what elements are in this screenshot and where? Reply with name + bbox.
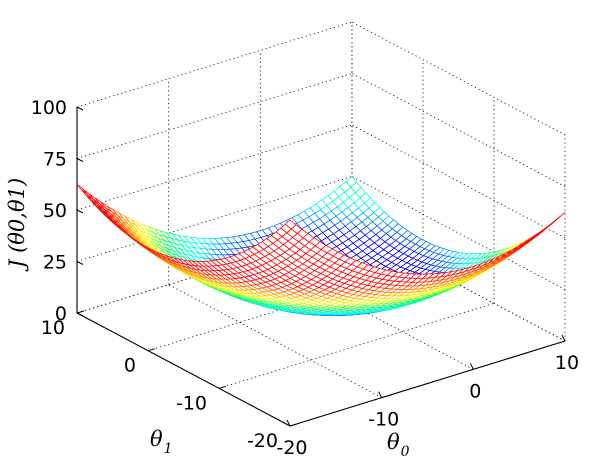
z-tick-label: 75 <box>43 149 67 171</box>
z-tick-label: 0 <box>55 303 67 325</box>
y-tick-label: -10 <box>176 392 207 414</box>
z-tick-mark <box>76 158 84 162</box>
grid-line <box>76 124 353 211</box>
x-tick-label: 0 <box>469 380 481 402</box>
z-axis-title: J (θ0,θ1) <box>5 178 29 272</box>
y-axis-line <box>76 312 291 427</box>
z-tick-label: 25 <box>43 252 67 274</box>
x-tick-label: 10 <box>555 352 579 374</box>
grid-line <box>76 176 353 262</box>
y-tick-mark <box>289 423 298 427</box>
y-tick-label: -20 <box>247 430 278 452</box>
y-tick-label: 10 <box>41 317 65 339</box>
x-tick-label: -10 <box>368 409 399 431</box>
y-axis-title: θ1 <box>150 427 173 457</box>
x-axis-title: θ0 <box>387 430 410 460</box>
z-tick-mark <box>76 106 84 111</box>
x-tick-mark <box>286 419 291 427</box>
x-tick-mark <box>378 391 383 398</box>
z-tick-label: 50 <box>43 200 67 222</box>
y-tick-label: 0 <box>124 355 136 377</box>
surface-cell <box>284 219 297 230</box>
grid-line <box>351 21 566 136</box>
grid-line <box>76 73 353 159</box>
z-tick-mark <box>76 261 84 265</box>
surface-mesh <box>76 176 566 316</box>
grid-line <box>351 73 566 187</box>
x-axis-line <box>289 340 566 427</box>
z-tick-mark <box>76 312 84 317</box>
y-tick-mark <box>147 348 156 352</box>
grid-line <box>218 302 495 389</box>
x-tick-mark <box>561 334 566 342</box>
z-tick-mark <box>76 209 84 214</box>
y-tick-mark <box>76 310 85 314</box>
x-tick-mark <box>469 363 474 370</box>
axis-labels: θ0 θ1 J (θ0,θ1) <box>5 178 410 460</box>
z-tick-label: 100 <box>31 97 67 119</box>
y-tick-mark <box>218 385 227 389</box>
x-tick-label: -20 <box>276 437 307 459</box>
grid-line <box>76 21 353 108</box>
